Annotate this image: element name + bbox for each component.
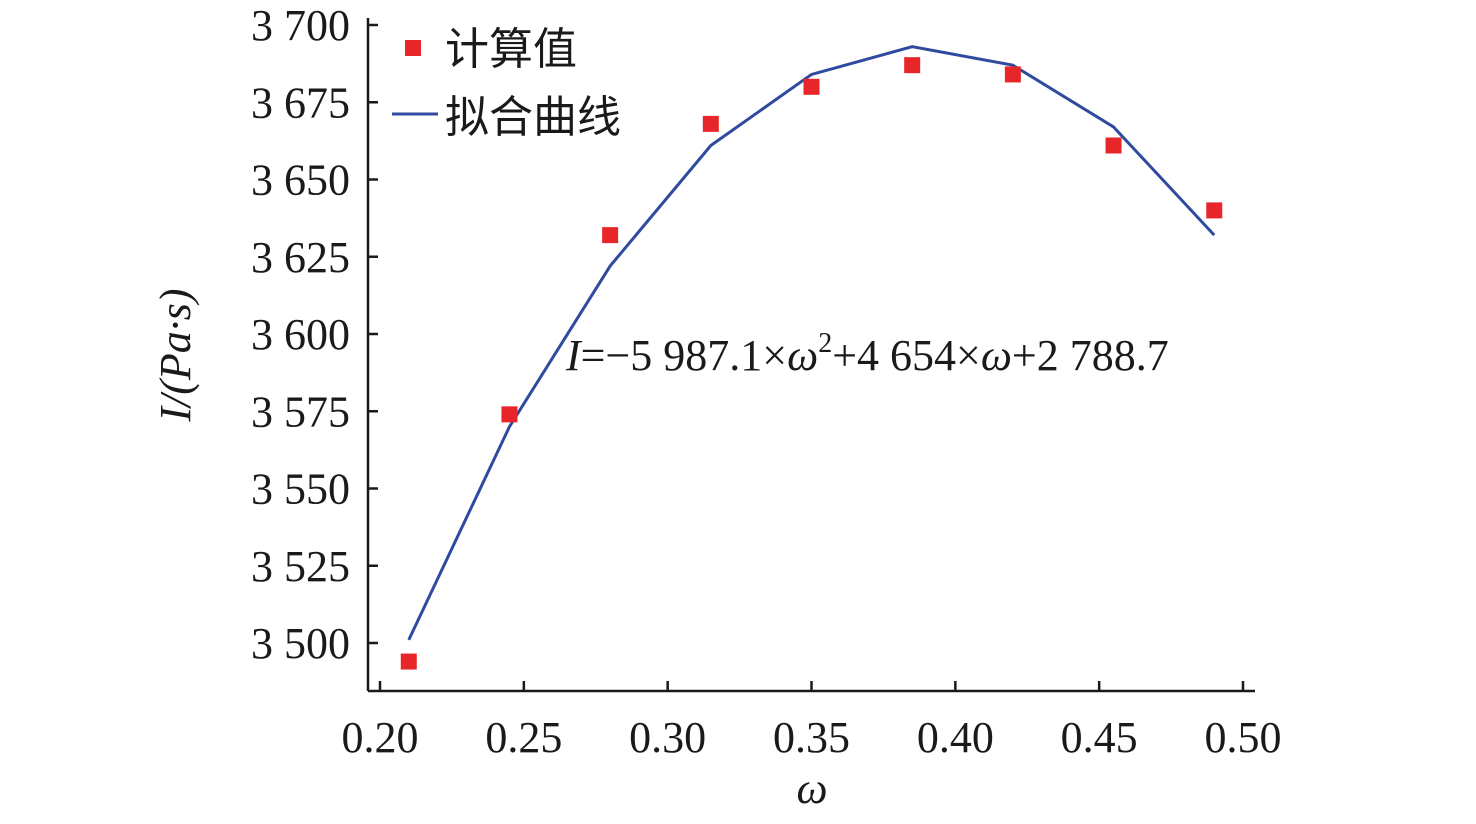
x-tick-label: 0.25 [485, 713, 562, 762]
y-tick-label: 3 700 [251, 1, 350, 50]
y-tick-label: 3 525 [251, 542, 350, 591]
fit-equation-annotation: I=−5 987.1×ω2+4 654×ω+2 788.7 [565, 328, 1169, 380]
x-tick-label: 0.35 [773, 713, 850, 762]
x-tick-label: 0.50 [1205, 713, 1282, 762]
data-point [1105, 137, 1122, 154]
x-tick-label: 0.45 [1061, 713, 1138, 762]
y-ticks: 3 500 3 525 3 550 3 575 3 600 3 625 3 650 3 675… [251, 1, 378, 668]
equation-part-3: +2 788.7 [1012, 331, 1169, 380]
x-ticks: 0.20 0.25 0.30 0.35 0.40 0.45 0.50 [342, 681, 1282, 762]
data-point [702, 115, 719, 132]
y-tick-label: 3 575 [251, 387, 350, 436]
equation-superscript: 2 [818, 328, 832, 359]
equation-part-1: =−5 987.1× [581, 331, 787, 380]
equation-symbol-i: I [565, 331, 583, 380]
data-point [1206, 202, 1223, 219]
equation-omega-1: ω [787, 331, 818, 380]
fit-curve-line [407, 45, 1216, 641]
legend-marker-calculated [405, 40, 421, 56]
data-point [400, 653, 417, 670]
y-tick-label: 3 625 [251, 233, 350, 282]
legend: 计算值 拟合曲线 [392, 25, 621, 142]
x-tick-label: 0.40 [917, 713, 994, 762]
y-tick-label: 3 675 [251, 78, 350, 127]
x-tick-label: 0.20 [342, 713, 419, 762]
y-tick-label: 3 650 [251, 156, 350, 205]
plot-series [400, 45, 1223, 670]
equation-part-2: +4 654× [832, 331, 981, 380]
x-axis-title: ω [796, 764, 827, 813]
data-point [501, 406, 518, 423]
equation-omega-2: ω [981, 331, 1012, 380]
y-tick-label: 3 550 [251, 465, 350, 514]
data-point [904, 57, 921, 74]
legend-label-fit: 拟合曲线 [445, 93, 621, 142]
legend-label-calculated: 计算值 [445, 25, 577, 74]
axes: 3 500 3 525 3 550 3 575 3 600 3 625 3 650 3 675… [251, 1, 1282, 762]
data-point [1004, 66, 1021, 83]
y-tick-label: 3 500 [251, 619, 350, 668]
y-axis-title: I/(Pa·s) [151, 288, 200, 422]
data-point [602, 227, 619, 244]
calculated-points [400, 57, 1223, 670]
data-point [803, 78, 820, 95]
x-tick-label: 0.30 [629, 713, 706, 762]
y-tick-label: 3 600 [251, 310, 350, 359]
